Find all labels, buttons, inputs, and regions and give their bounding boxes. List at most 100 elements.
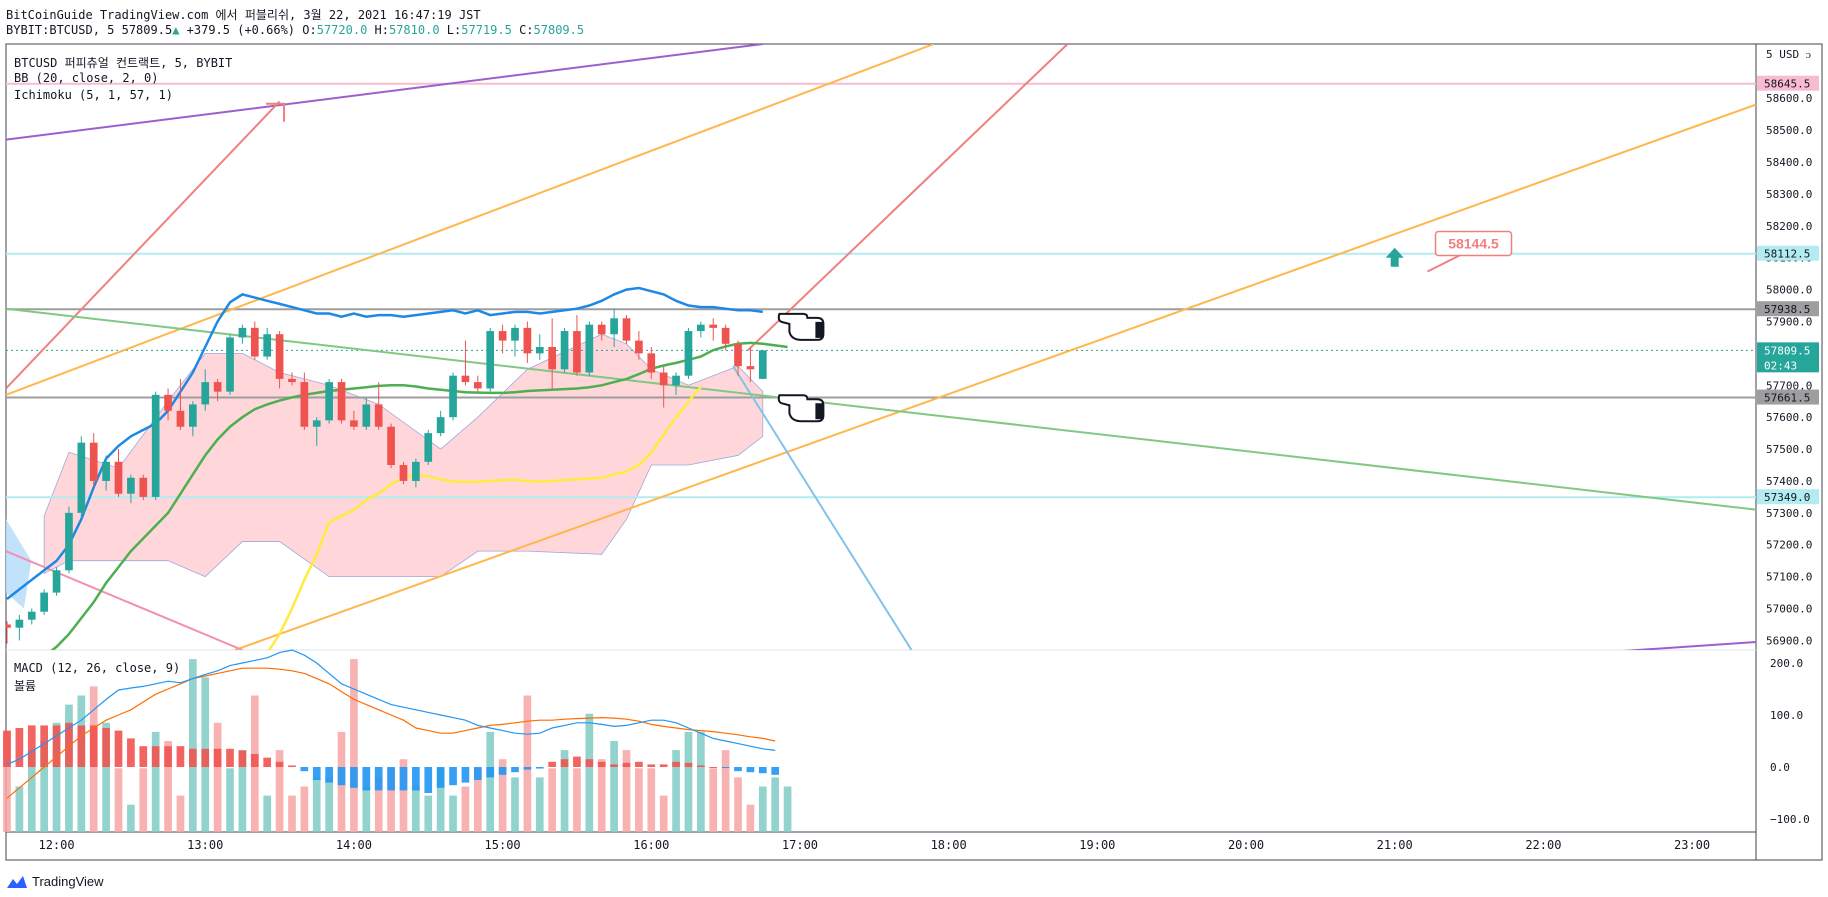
candle	[610, 318, 618, 335]
ichimoku-yellow-line	[267, 386, 702, 650]
candle	[672, 375, 680, 386]
volume-bar	[362, 786, 371, 832]
macd-histogram-bar	[585, 759, 594, 767]
candle	[77, 442, 86, 513]
candle	[52, 570, 61, 593]
volume-bar	[610, 741, 618, 832]
tradingview-footer[interactable]: TradingView	[6, 874, 104, 889]
macd-histogram-bar	[449, 767, 457, 786]
volume-bar	[535, 777, 544, 832]
candle	[424, 433, 433, 462]
macd-histogram-bar	[412, 767, 420, 791]
price-tick-label: 56900.0	[1766, 634, 1812, 647]
volume-bar	[523, 695, 532, 832]
candle	[436, 417, 445, 434]
low-label: L:	[446, 23, 462, 37]
ohlc-header: BYBIT:BTCUSD, 5 57809.5▲ +379.5 (+0.66%)…	[6, 23, 584, 37]
macd-line	[6, 649, 776, 765]
volume-bar	[734, 777, 742, 832]
volume-bar	[65, 704, 73, 832]
volume-bar	[102, 722, 110, 832]
volume-bar	[424, 795, 433, 832]
time-tick-label: 13:00	[187, 838, 223, 852]
candle	[697, 324, 705, 332]
candle	[709, 324, 718, 328]
candle	[560, 331, 569, 370]
price-tick-label: 57200.0	[1766, 539, 1812, 552]
candle	[498, 331, 507, 341]
macd-histogram-bar	[535, 767, 544, 769]
macd-histogram-bar	[597, 761, 606, 767]
candle	[523, 327, 532, 354]
candle	[597, 324, 606, 335]
macd-histogram-bar	[362, 767, 371, 791]
macd-histogram-bar	[15, 728, 24, 767]
legend-title[interactable]: BTCUSD 퍼피츄얼 컨트랙트, 5, BYBIT	[14, 56, 233, 70]
macd-histogram-bar	[52, 725, 61, 767]
hand-shape	[777, 312, 825, 341]
macd-histogram-bar	[758, 767, 767, 774]
volume-bar	[560, 750, 569, 832]
time-tick-label: 22:00	[1525, 838, 1561, 852]
candle	[758, 350, 767, 379]
arrow-head-icon	[266, 102, 286, 122]
candle	[312, 420, 321, 427]
macd-histogram-bar	[486, 767, 495, 778]
macd-histogram-bar	[436, 767, 445, 788]
macd-histogram-bar	[610, 764, 618, 767]
legend-macd[interactable]: MACD (12, 26, close, 9)	[14, 661, 181, 675]
volume-bar	[312, 777, 321, 832]
price-label-text: 57809.5	[1764, 344, 1810, 357]
candle	[399, 465, 408, 481]
macd-histogram-bar	[473, 767, 482, 780]
high-label: H:	[374, 23, 389, 37]
price-label-badge	[1757, 389, 1819, 405]
candle	[647, 353, 656, 373]
candle	[622, 318, 631, 341]
legend-bb[interactable]: BB (20, close, 2, 0)	[14, 71, 159, 85]
macd-histogram-bar	[213, 748, 222, 767]
macd-histogram-bar	[65, 722, 73, 767]
open-value: 57720.0	[316, 23, 368, 37]
volume-bar	[783, 786, 792, 832]
macd-histogram-bar	[374, 767, 383, 791]
volume-bar	[139, 768, 148, 832]
macd-histogram-bar	[659, 764, 668, 767]
macd-tick-label: −100.0	[1770, 813, 1810, 826]
candle	[325, 382, 333, 421]
volume-bar	[213, 722, 222, 832]
candle	[65, 512, 73, 571]
volume-bar	[709, 768, 718, 832]
macd-histogram-bar	[635, 761, 643, 767]
candle	[449, 375, 457, 418]
macd-histogram-bar	[312, 767, 321, 780]
volume-bar	[288, 795, 296, 832]
legend-volume[interactable]: 볼륨	[14, 679, 37, 693]
volume-bar	[746, 804, 755, 832]
legend-ichimoku[interactable]: Ichimoku (5, 1, 57, 1)	[14, 88, 173, 102]
price-tick-label: 58600.0	[1766, 92, 1812, 105]
volume-bar	[659, 795, 668, 832]
candle	[412, 461, 420, 481]
macd-histogram-bar	[151, 746, 160, 767]
time-tick-label: 15:00	[485, 838, 521, 852]
macd-histogram-bar	[498, 767, 507, 775]
macd-histogram-bar	[176, 746, 185, 767]
callout-text: 58144.5	[1448, 236, 1499, 252]
volume-bar	[486, 731, 495, 832]
price-label-badge	[1757, 342, 1819, 373]
candle	[275, 334, 284, 379]
macd-histogram-bar	[573, 756, 581, 767]
candle	[300, 382, 309, 427]
volume-bar	[15, 786, 24, 832]
time-tick-label: 19:00	[1079, 838, 1115, 852]
volume-bar	[350, 659, 358, 832]
volume-bar	[684, 731, 693, 832]
price-tick-label: 57500.0	[1766, 443, 1812, 456]
macd-histogram-bar	[275, 761, 284, 767]
macd-histogram-bar	[709, 767, 718, 768]
candle	[734, 343, 742, 367]
candle	[387, 426, 395, 466]
pointing-hand-icon	[777, 394, 825, 423]
